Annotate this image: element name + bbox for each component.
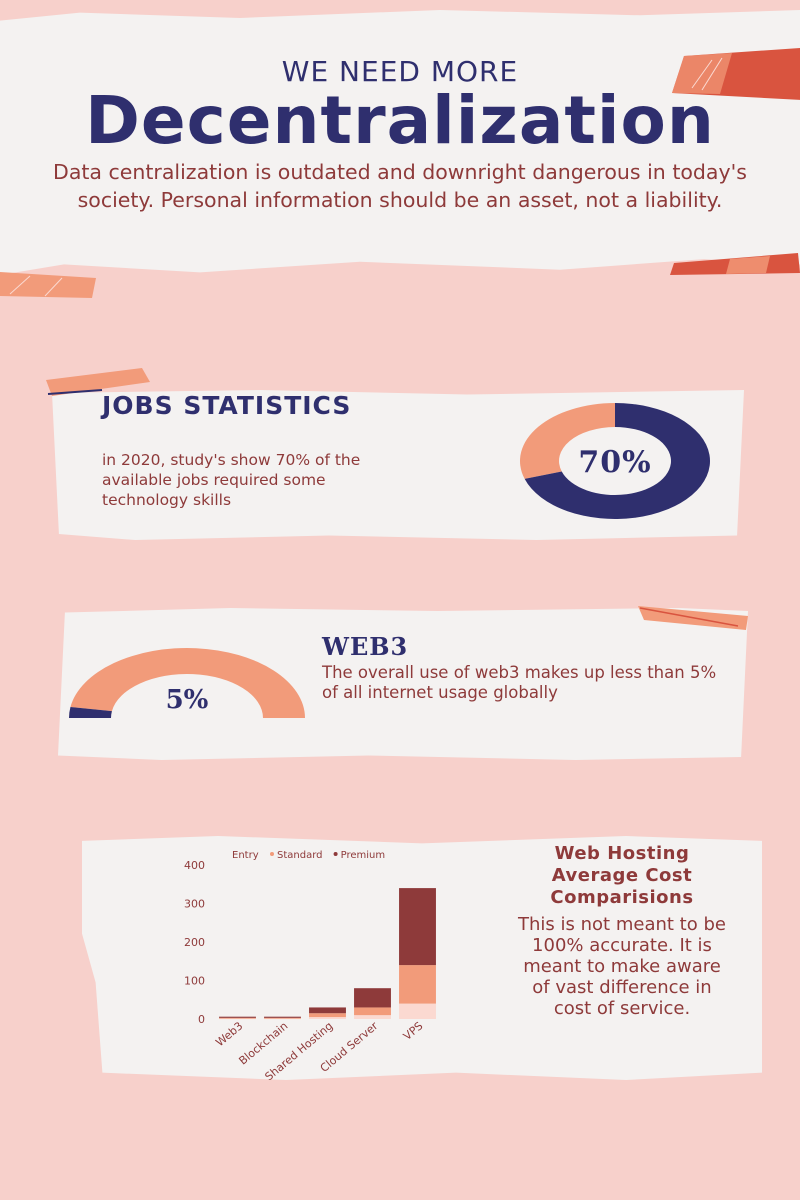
donut-remainder bbox=[520, 403, 615, 479]
bar-segment-standard bbox=[264, 1017, 301, 1019]
decorative-tape-web3 bbox=[638, 606, 748, 630]
jobs-statistics-title: JOBS STATISTICS bbox=[102, 391, 352, 420]
web3-title: WEB3 bbox=[322, 632, 409, 661]
bar-segment-standard bbox=[309, 1013, 346, 1018]
decorative-tape-left bbox=[0, 272, 96, 298]
legend-label: Entry bbox=[232, 850, 259, 861]
legend-label: Standard bbox=[277, 850, 323, 861]
header-banner bbox=[0, 10, 800, 275]
bar-segment-standard bbox=[354, 1007, 391, 1016]
x-tick-label: Web3 bbox=[213, 1019, 245, 1049]
y-tick-label: 300 bbox=[184, 898, 205, 911]
gauge-percent-label: 5% bbox=[166, 685, 209, 715]
y-tick-label: 0 bbox=[198, 1013, 205, 1026]
decorative-tape-jobs bbox=[46, 368, 150, 396]
bar-segment-premium bbox=[219, 1016, 256, 1018]
header-eyebrow: WE NEED MORE bbox=[281, 55, 519, 88]
hosting-cost-bar-chart: Entry Standard Premium 0 100 200 300 400 Web3B… bbox=[184, 850, 436, 1080]
bar-segment-entry bbox=[354, 1015, 391, 1019]
legend-marker bbox=[270, 852, 274, 856]
decorative-tape-top-right bbox=[672, 48, 800, 100]
bar-segment-entry bbox=[309, 1017, 346, 1019]
legend-marker bbox=[333, 852, 338, 856]
header-subtitle: Data centralization is outdated and down… bbox=[53, 160, 747, 212]
jobs-statistics-text: in 2020, study's show 70% of the availab… bbox=[102, 451, 361, 509]
decorative-tape-right bbox=[670, 253, 800, 275]
bar-segment-standard bbox=[219, 1017, 256, 1019]
hosting-note: This is not meant to be 100% accurate. I… bbox=[518, 914, 726, 1019]
x-tick-label: VPS bbox=[401, 1019, 426, 1043]
legend-label: Premium bbox=[341, 850, 386, 861]
y-tick-label: 100 bbox=[184, 975, 205, 988]
bar-segment-premium bbox=[399, 888, 436, 966]
bar-segment-standard bbox=[399, 965, 436, 1004]
web3-card bbox=[58, 608, 748, 760]
bar-segment-premium bbox=[354, 988, 391, 1008]
donut-value-arc bbox=[524, 403, 710, 519]
jobs-donut-chart: 70% bbox=[520, 403, 710, 519]
y-axis-ticks: 0 100 200 300 400 bbox=[184, 859, 205, 1026]
bar-series bbox=[219, 888, 436, 1020]
hosting-chart-title: Web Hosting Average Cost Comparisions bbox=[550, 843, 694, 908]
gauge-remainder bbox=[70, 647, 305, 718]
gauge-value-arc bbox=[69, 707, 112, 718]
chart-legend: Entry Standard Premium bbox=[232, 850, 385, 861]
bar-segment-entry bbox=[264, 1018, 301, 1020]
bar-segment-entry bbox=[399, 1003, 436, 1019]
bar-segment-premium bbox=[309, 1007, 346, 1014]
web3-gauge-chart: 5% bbox=[69, 647, 305, 718]
y-tick-label: 200 bbox=[184, 936, 205, 949]
donut-percent-label: 70% bbox=[578, 445, 651, 480]
web3-text: The overall use of web3 makes up less th… bbox=[322, 663, 717, 702]
page-title: Decentralization bbox=[85, 82, 715, 159]
y-tick-label: 400 bbox=[184, 859, 205, 872]
bar-segment-entry bbox=[219, 1018, 256, 1020]
bar-segment-premium bbox=[264, 1016, 301, 1018]
